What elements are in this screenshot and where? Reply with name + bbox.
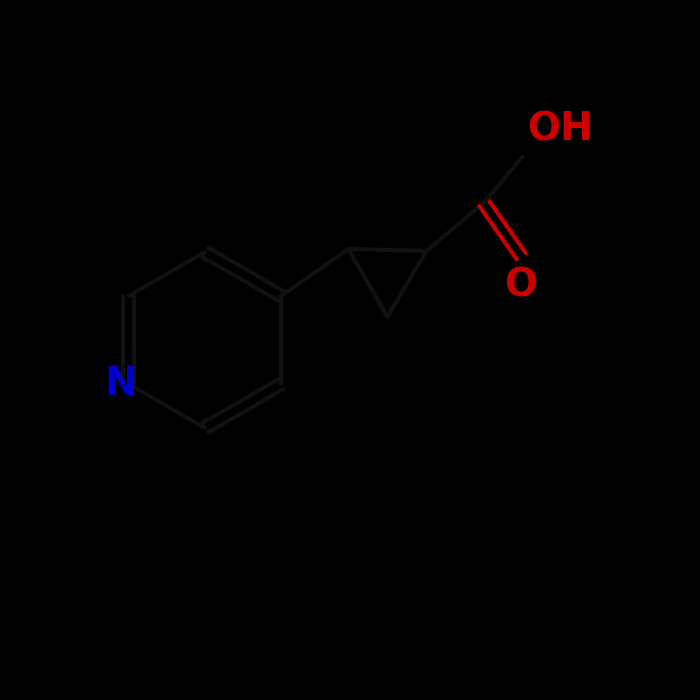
Text: OH: OH (527, 111, 593, 149)
Text: O: O (505, 266, 538, 304)
Text: N: N (104, 365, 137, 403)
